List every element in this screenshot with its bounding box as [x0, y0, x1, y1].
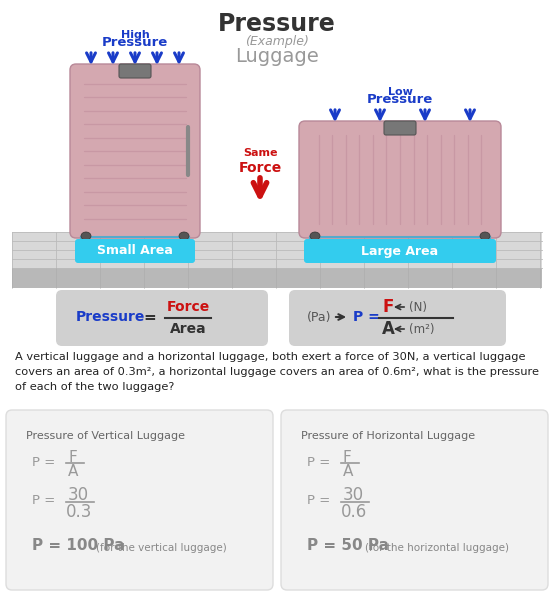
Text: F: F [68, 450, 77, 465]
Text: (N): (N) [409, 301, 427, 313]
FancyBboxPatch shape [281, 410, 548, 590]
Text: Luggage: Luggage [235, 47, 319, 66]
Text: P = 50 Pa: P = 50 Pa [307, 538, 389, 553]
FancyBboxPatch shape [75, 239, 195, 263]
FancyBboxPatch shape [289, 290, 506, 346]
Ellipse shape [81, 232, 91, 240]
Text: High: High [121, 30, 150, 40]
Ellipse shape [480, 232, 490, 240]
Text: Large Area: Large Area [361, 245, 439, 257]
FancyBboxPatch shape [70, 64, 200, 238]
Text: Pressure: Pressure [218, 12, 336, 36]
FancyBboxPatch shape [304, 239, 496, 263]
Text: P =: P = [307, 456, 330, 469]
Text: F: F [343, 450, 352, 465]
Ellipse shape [310, 232, 320, 240]
FancyBboxPatch shape [299, 121, 501, 238]
FancyBboxPatch shape [384, 121, 416, 135]
Text: (for the vertical luggage): (for the vertical luggage) [96, 543, 227, 553]
Ellipse shape [179, 232, 189, 240]
Text: A: A [382, 320, 395, 338]
Text: (Pa): (Pa) [307, 311, 331, 323]
Text: Same: Same [243, 148, 277, 158]
FancyBboxPatch shape [6, 410, 273, 590]
FancyBboxPatch shape [119, 64, 151, 78]
Text: P = 100 Pa: P = 100 Pa [32, 538, 125, 553]
Text: Force: Force [238, 161, 281, 175]
FancyBboxPatch shape [56, 290, 268, 346]
Text: =: = [143, 310, 156, 325]
Text: 0.3: 0.3 [66, 503, 93, 521]
Text: (Example): (Example) [245, 35, 309, 48]
Text: (m²): (m²) [409, 323, 434, 335]
Polygon shape [12, 232, 542, 268]
Polygon shape [12, 268, 542, 288]
Text: P =: P = [32, 456, 55, 469]
Text: Force: Force [166, 300, 209, 314]
Text: Pressure of Horizontal Luggage: Pressure of Horizontal Luggage [301, 431, 475, 441]
Text: Pressure: Pressure [76, 310, 145, 324]
Text: P =: P = [307, 494, 330, 507]
Text: Area: Area [170, 322, 206, 336]
Text: Low: Low [388, 87, 412, 97]
Text: (for the horizontal luggage): (for the horizontal luggage) [365, 543, 509, 553]
Text: A: A [343, 464, 353, 479]
Text: A: A [68, 464, 78, 479]
Text: Pressure of Vertical Luggage: Pressure of Vertical Luggage [26, 431, 185, 441]
Text: 30: 30 [343, 486, 364, 504]
Text: A vertical luggage and a horizontal luggage, both exert a force of 30N, a vertic: A vertical luggage and a horizontal lugg… [15, 352, 539, 392]
Text: Pressure: Pressure [102, 36, 168, 49]
Text: Pressure: Pressure [367, 93, 433, 106]
Text: F: F [382, 298, 393, 316]
Text: 0.6: 0.6 [341, 503, 367, 521]
Text: P =: P = [353, 310, 379, 324]
Text: P =: P = [32, 494, 55, 507]
Text: Small Area: Small Area [97, 245, 173, 257]
Text: 30: 30 [68, 486, 89, 504]
